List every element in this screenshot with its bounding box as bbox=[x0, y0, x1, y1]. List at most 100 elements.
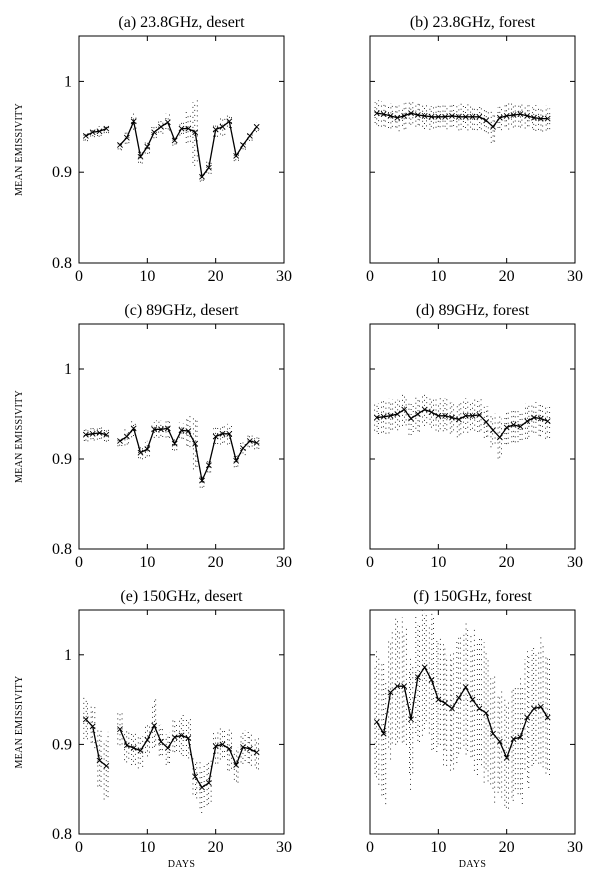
data-point bbox=[455, 113, 462, 120]
series-line bbox=[119, 427, 257, 483]
data-point bbox=[96, 757, 103, 764]
x-tick-label: 30 bbox=[276, 554, 292, 571]
data-point bbox=[421, 406, 428, 413]
data-point bbox=[462, 113, 469, 120]
chart-panel-1: (a) 23.8GHz, desert 0 10 20 30 0.8 0.9 1 MEAN EM… bbox=[14, 14, 292, 285]
data-point bbox=[82, 716, 89, 723]
x-tick-label: 10 bbox=[430, 839, 446, 856]
data-point bbox=[469, 696, 476, 703]
data-point bbox=[164, 745, 171, 751]
data-point bbox=[537, 415, 544, 422]
data-point bbox=[373, 110, 380, 117]
data-point bbox=[442, 412, 449, 419]
panel-title: (c) 89GHz, desert bbox=[124, 302, 239, 319]
data-point bbox=[414, 674, 421, 681]
series-line bbox=[119, 119, 258, 179]
data-point bbox=[205, 462, 212, 469]
data-point bbox=[233, 152, 240, 159]
y-tick-label: 1 bbox=[64, 647, 72, 664]
data-point bbox=[130, 425, 137, 432]
data-point bbox=[531, 114, 537, 121]
data-point bbox=[408, 110, 414, 117]
y-tick-label: 1 bbox=[64, 73, 72, 90]
data-point bbox=[219, 741, 226, 748]
data-point bbox=[414, 411, 421, 417]
data-point bbox=[96, 128, 103, 135]
data-point bbox=[449, 705, 455, 712]
plot-frame bbox=[78, 323, 285, 550]
data-point bbox=[462, 684, 469, 690]
data-point bbox=[96, 429, 103, 436]
data-point bbox=[137, 449, 144, 456]
chart-panel-5: (e) 150GHz, desert 0 10 20 30 0.8 0.9 1 MEAN EMI… bbox=[14, 588, 292, 870]
data-point bbox=[253, 439, 260, 446]
x-tick-label: 0 bbox=[75, 839, 83, 856]
y-tick-label: 0.9 bbox=[52, 736, 72, 753]
data-point bbox=[531, 414, 537, 421]
series-line bbox=[85, 718, 107, 767]
data-point bbox=[414, 112, 421, 118]
data-point bbox=[435, 696, 442, 703]
data-point bbox=[212, 126, 219, 133]
data-point bbox=[212, 743, 219, 750]
panel-title: (b) 23.8GHz, forest bbox=[410, 14, 536, 31]
data-point bbox=[401, 683, 408, 690]
chart-panel-4: (d) 89GHz, forest 0 10 20 30 bbox=[366, 302, 583, 571]
plot-frame bbox=[369, 35, 576, 264]
data-point bbox=[144, 737, 151, 743]
x-tick-label: 10 bbox=[430, 554, 446, 571]
data-point bbox=[192, 440, 199, 447]
plot-frame bbox=[369, 609, 576, 835]
data-point bbox=[123, 433, 130, 440]
data-point bbox=[517, 423, 524, 430]
data-point bbox=[171, 734, 178, 741]
data-point bbox=[226, 118, 233, 125]
data-point bbox=[469, 113, 476, 120]
panel-title: (e) 150GHz, desert bbox=[120, 588, 243, 605]
y-tick-label: 0.9 bbox=[52, 451, 72, 468]
data-point bbox=[89, 129, 96, 136]
x-tick-label: 30 bbox=[276, 839, 292, 856]
data-point bbox=[205, 780, 212, 786]
data-point bbox=[240, 445, 246, 452]
x-tick-label: 30 bbox=[567, 268, 583, 285]
data-point bbox=[428, 409, 435, 416]
data-point bbox=[151, 129, 158, 136]
data-point bbox=[164, 119, 171, 126]
x-tick-label: 10 bbox=[139, 268, 155, 285]
x-axis-label: DAYS bbox=[168, 859, 196, 870]
data-point bbox=[401, 406, 408, 413]
data-point bbox=[192, 129, 199, 136]
data-point bbox=[490, 427, 496, 434]
data-point bbox=[394, 683, 401, 690]
series-line bbox=[376, 112, 548, 128]
x-tick-label: 20 bbox=[499, 554, 515, 571]
data-point bbox=[144, 143, 151, 150]
x-tick-label: 30 bbox=[567, 554, 583, 571]
data-point bbox=[394, 411, 401, 417]
data-point bbox=[449, 414, 455, 421]
y-tick-label: 0.9 bbox=[52, 164, 72, 181]
data-point bbox=[103, 431, 110, 438]
data-point bbox=[394, 114, 401, 121]
data-point bbox=[212, 433, 219, 440]
x-tick-label: 0 bbox=[366, 839, 374, 856]
data-point bbox=[496, 434, 503, 441]
x-tick-label: 20 bbox=[499, 839, 515, 856]
data-point bbox=[219, 123, 226, 130]
data-point bbox=[130, 745, 137, 751]
data-point bbox=[435, 412, 442, 419]
data-point bbox=[226, 745, 233, 752]
data-point bbox=[226, 430, 233, 437]
data-point bbox=[240, 142, 246, 148]
data-point bbox=[537, 703, 544, 710]
data-point bbox=[185, 428, 192, 435]
y-tick-label: 0.8 bbox=[52, 826, 72, 843]
data-point bbox=[151, 722, 158, 729]
data-point bbox=[524, 714, 531, 721]
x-tick-label: 10 bbox=[139, 554, 155, 571]
data-point bbox=[455, 416, 462, 423]
data-point bbox=[178, 427, 185, 434]
data-point bbox=[544, 115, 551, 122]
data-point bbox=[421, 112, 428, 119]
